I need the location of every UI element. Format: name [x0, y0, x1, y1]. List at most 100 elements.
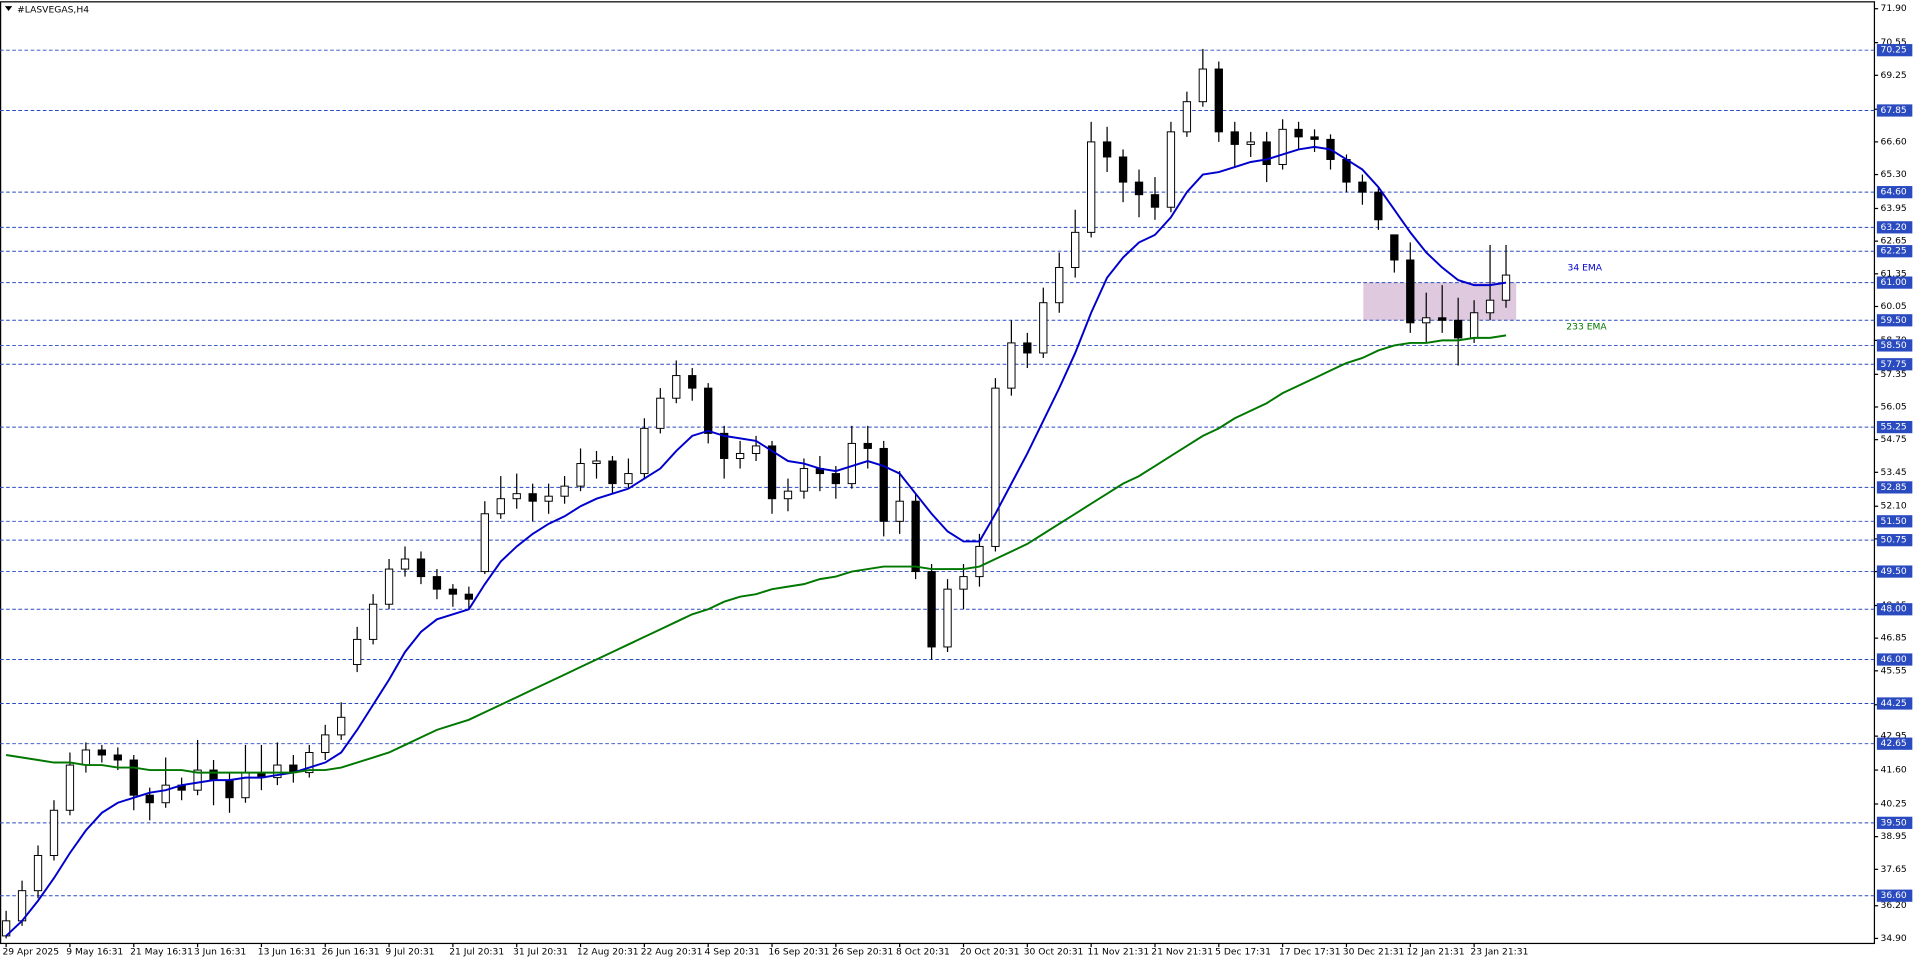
level-tag: [1876, 245, 1913, 258]
candle-body: [1182, 101, 1192, 133]
candle-body: [305, 751, 314, 774]
candle-body: [560, 485, 569, 497]
level-label: 46.00: [1881, 654, 1907, 665]
candle-body: [735, 452, 745, 459]
level-label: 64.60: [1881, 187, 1907, 198]
candle-body: [1023, 342, 1032, 354]
y-tick-label: 69.25: [1881, 70, 1907, 81]
candle-body: [863, 442, 872, 449]
candle-body: [1342, 158, 1351, 183]
candle-body: [1039, 302, 1048, 354]
candle-body: [464, 593, 474, 600]
level-tag: [1876, 44, 1913, 57]
candle-body: [1501, 274, 1511, 301]
candle-body: [1118, 156, 1128, 183]
candle-body: [831, 473, 841, 485]
candle-body: [1262, 141, 1271, 166]
level-tag: [1876, 889, 1913, 902]
candle-body: [337, 716, 346, 736]
candle-body: [97, 749, 107, 756]
ema-label: 34 EMA: [1568, 262, 1603, 273]
y-tick-label: 42.95: [1881, 731, 1907, 742]
candle-body: [273, 764, 282, 779]
candle-body: [480, 513, 489, 573]
candle-body: [656, 397, 665, 429]
level-tag: [1876, 816, 1913, 829]
candle-body: [1055, 267, 1064, 304]
x-tick-label: 5 Dec 17:31: [1215, 947, 1271, 958]
level-tag: [1876, 534, 1913, 547]
ema-line: [5, 334, 1507, 774]
candle-body: [1, 920, 11, 937]
x-tick-label: 9 Jul 20:31: [385, 947, 434, 958]
candle-body: [33, 855, 43, 892]
y-tick-label: 62.65: [1881, 236, 1907, 247]
level-label: 61.00: [1881, 277, 1907, 288]
level-tag: [1876, 697, 1913, 710]
x-tick-label: 17 Dec 17:31: [1279, 947, 1341, 958]
candle-body: [704, 387, 713, 434]
y-tick-label: 70.55: [1881, 37, 1907, 48]
level-label: 39.50: [1881, 817, 1907, 828]
x-tick-label: 13 Jun 16:31: [258, 947, 316, 958]
candle-body: [767, 445, 777, 500]
level-tag: [1876, 104, 1913, 117]
candle-body: [1374, 191, 1383, 221]
candle-body: [927, 571, 936, 648]
candle-body: [161, 784, 170, 804]
level-label: 59.50: [1881, 315, 1907, 326]
level-label: 36.60: [1881, 890, 1907, 901]
x-tick-label: 9 May 16:31: [66, 947, 123, 958]
x-tick-label: 11 Nov 21:31: [1087, 947, 1149, 958]
candle-body: [1390, 234, 1399, 261]
candle-body: [1007, 342, 1016, 389]
level-tag: [1876, 565, 1913, 578]
candle-body: [352, 638, 362, 666]
y-tick-label: 56.05: [1881, 401, 1907, 412]
level-label: 67.85: [1881, 105, 1907, 116]
candle-body: [65, 764, 75, 811]
level-tag: [1876, 221, 1913, 234]
candle-body: [1294, 128, 1303, 138]
level-tag: [1876, 358, 1913, 371]
level-label: 49.50: [1881, 566, 1907, 577]
level-label: 70.25: [1881, 45, 1907, 56]
candle-body: [911, 500, 920, 573]
y-tick-label: 61.35: [1881, 268, 1907, 279]
level-label: 63.20: [1881, 222, 1907, 233]
candle-body: [321, 734, 330, 753]
candle-body: [1406, 259, 1415, 324]
y-tick-label: 34.90: [1881, 933, 1907, 944]
x-tick-label: 30 Dec 21:31: [1343, 947, 1405, 958]
menu-arrow[interactable]: [4, 6, 13, 11]
candle-body: [145, 794, 154, 804]
level-label: 55.25: [1881, 422, 1907, 433]
y-tick-label: 65.30: [1881, 169, 1907, 180]
candle-body: [1214, 68, 1223, 133]
level-label: 57.75: [1881, 359, 1907, 370]
y-tick-label: 46.85: [1881, 633, 1907, 644]
y-tick-label: 57.35: [1881, 369, 1907, 380]
candle-body: [1198, 68, 1208, 103]
y-tick-label: 41.60: [1881, 765, 1907, 776]
level-label: 58.50: [1881, 340, 1907, 351]
x-tick-label: 4 Sep 20:31: [705, 947, 760, 958]
plot-frame: [0, 1, 1876, 945]
candle-body: [544, 495, 553, 502]
level-tag: [1876, 737, 1913, 750]
level-label: 50.75: [1881, 535, 1907, 546]
y-tick-label: 40.25: [1881, 798, 1907, 809]
level-label: 44.25: [1881, 698, 1907, 709]
candle-body: [1310, 136, 1319, 140]
y-tick-label: 38.95: [1881, 831, 1907, 842]
x-tick-label: 21 May 16:31: [130, 947, 193, 958]
candle-body: [1278, 128, 1287, 166]
chart-title: #LASVEGAS,H4: [17, 4, 89, 15]
candle-body: [528, 493, 537, 502]
candle-body: [225, 779, 234, 799]
x-tick-label: 16 Sep 20:31: [768, 947, 829, 958]
level-tag: [1876, 186, 1913, 199]
candle-body: [49, 809, 59, 856]
level-tag: [1876, 653, 1913, 666]
candle-body: [1246, 141, 1255, 145]
